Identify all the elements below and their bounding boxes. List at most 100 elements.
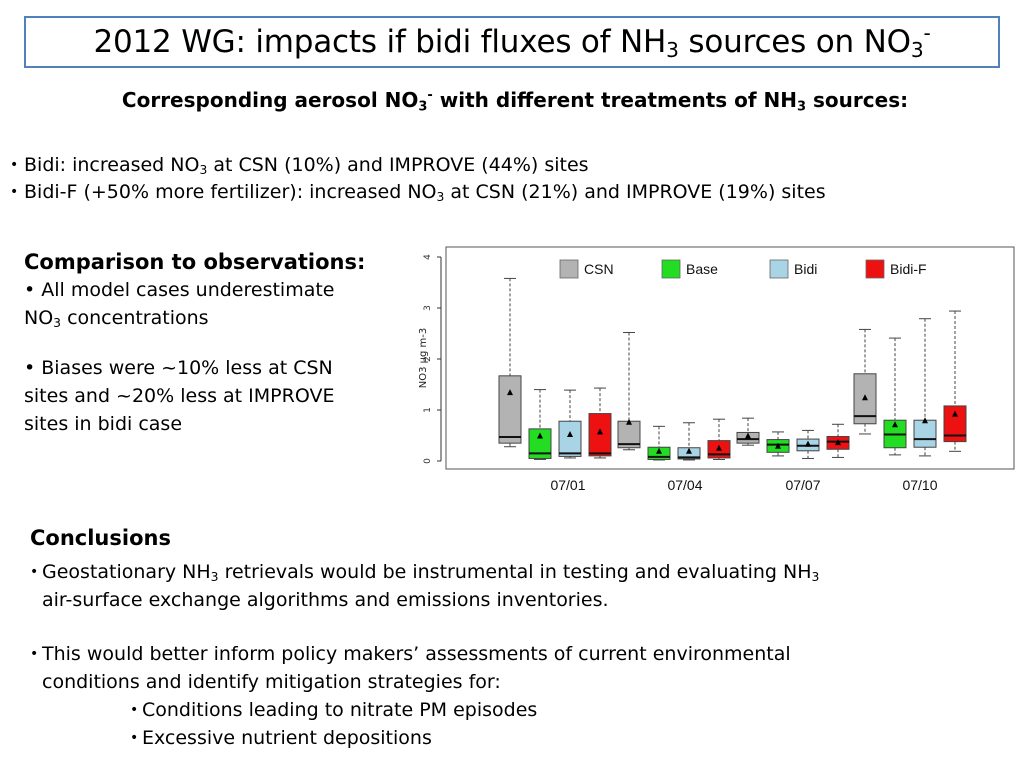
y-tick-label: 2 <box>423 356 433 362</box>
treatment-bullets: • Bidi: increased NO3 at CSN (10%) and IM… <box>10 152 1020 206</box>
legend-swatch <box>559 259 579 279</box>
conclusion-subitem-text: Conditions leading to nitrate PM episode… <box>142 699 538 721</box>
y-axis-label: NO3 µg m-3 <box>418 328 429 389</box>
bullet-text-post: at CSN (21%) and IMPROVE (19%) sites <box>444 181 826 203</box>
y-tick-label: 4 <box>423 254 433 260</box>
conclusion-text: This would better inform policy makers’ … <box>42 640 791 696</box>
box-bidi <box>558 420 582 457</box>
subtitle-subscript-2: 3 <box>797 99 807 115</box>
legend-swatch <box>769 259 789 279</box>
subtitle-superscript: - <box>427 88 433 104</box>
conclusion-subitem: • Conditions leading to nitrate PM episod… <box>30 696 1010 724</box>
title-subscript: 3 <box>666 38 679 63</box>
comparison-bullet-2-line2: sites and ~20% less at IMPROVE <box>24 385 335 407</box>
box-bidi-f <box>588 413 612 457</box>
bullet-text: Bidi: increased NO3 at CSN (10%) and IMP… <box>24 152 589 179</box>
box-bidi <box>913 419 937 448</box>
mean-marker <box>597 428 603 435</box>
slide-subtitle: Corresponding aerosol NO3- with differen… <box>10 88 1020 115</box>
comparison-heading: Comparison to observations: <box>24 250 366 274</box>
mean-marker <box>892 421 898 428</box>
chart-svg: 0 1 2 3 4 NO3 µg m-3 CSN Base Bidi Bidi-F 07/01 07/… <box>418 246 1015 493</box>
conclusions-section: Conclusions • Geostationary NH3 retrieval… <box>30 524 1010 752</box>
mean-marker <box>922 417 928 424</box>
mean-marker <box>626 418 632 425</box>
mean-marker <box>716 444 722 451</box>
box-base <box>528 428 552 459</box>
comparison-text-2: concentrations <box>61 307 209 329</box>
legend-label: Bidi-F <box>890 261 927 277</box>
y-tick-label: 1 <box>423 407 433 413</box>
title-superscript: - <box>923 20 931 45</box>
conclusion-2-line1: This would better inform policy makers’ … <box>42 643 791 665</box>
mean-marker <box>507 389 513 396</box>
bullet-dot: • <box>30 564 39 580</box>
y-tick-label: 3 <box>423 305 433 311</box>
comparison-bullet-2: • Biases were ~10% less at CSN sites and… <box>24 354 424 438</box>
mean-marker <box>537 432 543 439</box>
comparison-bullet-1-line2: NO3 concentrations <box>24 304 424 332</box>
mean-marker <box>862 394 868 401</box>
bullet-subscript: 3 <box>199 163 208 178</box>
comparison-section: Comparison to observations: • All model … <box>24 248 424 438</box>
mean-marker <box>567 430 573 437</box>
legend-label: Base <box>686 261 718 277</box>
legend-swatch <box>865 259 885 279</box>
bullet-dot: • <box>10 157 19 173</box>
comparison-subscript: 3 <box>53 316 62 331</box>
comparison-bullet-2-line1: • Biases were ~10% less at CSN <box>24 357 333 379</box>
mean-marker <box>835 439 841 446</box>
legend-label: CSN <box>584 261 614 277</box>
boxplot-chart: 0 1 2 3 4 NO3 µg m-3 CSN Base Bidi Bidi-F 07/01 07/… <box>412 244 1018 504</box>
mean-marker <box>656 447 662 454</box>
comparison-bullet-1-line1: • All model cases underestimate <box>24 279 335 301</box>
mean-marker <box>952 410 958 417</box>
bullet-text: Bidi-F (+50% more fertilizer): increased… <box>24 179 826 206</box>
conclusion-subitem-text: Excessive nutrient depositions <box>142 727 432 749</box>
bullet-text-pre: Bidi: increased NO <box>24 154 200 176</box>
bullet-dot: • <box>130 702 139 718</box>
plot-frame <box>445 246 1015 470</box>
mean-marker <box>686 447 692 454</box>
bullet-dot: • <box>130 730 139 746</box>
comparison-bullet-2-line3: sites in bidi case <box>24 413 183 435</box>
conclusion-text-1: Geostationary NH <box>42 561 211 583</box>
bullet-dot: • <box>10 184 19 200</box>
conclusions-heading: Conclusions <box>30 526 171 550</box>
x-tick-label: 07/01 <box>550 477 585 493</box>
bullet-text-pre: Bidi-F (+50% more fertilizer): increased… <box>24 181 437 203</box>
legend-label: Bidi <box>794 261 817 277</box>
bullet-dot: • <box>30 646 39 662</box>
subtitle-text-3: sources: <box>806 88 909 112</box>
conclusion-1-line2: air-surface exchange algorithms and emis… <box>42 589 609 611</box>
box-csn <box>498 375 522 444</box>
y-tick-label: 0 <box>423 458 433 464</box>
bullet-item: • Bidi-F (+50% more fertilizer): increase… <box>10 179 1020 206</box>
slide-title: 2012 WG: impacts if bidi fluxes of NH3 s… <box>93 20 931 63</box>
conclusion-2-line2: conditions and identify mitigation strat… <box>42 671 501 693</box>
x-tick-label: 07/04 <box>667 477 702 493</box>
box-bidi-f <box>943 405 967 443</box>
title-text-2: sources on NO <box>678 24 911 60</box>
x-tick-label: 07/10 <box>902 477 937 493</box>
conclusion-item: • This would better inform policy makers’… <box>30 640 1010 696</box>
x-tick-label: 07/07 <box>785 477 820 493</box>
conclusion-text: Geostationary NH3 retrievals would be in… <box>42 558 819 614</box>
conclusion-item: • Geostationary NH3 retrievals would be i… <box>30 558 1010 614</box>
subtitle-text-2: with different treatments of NH <box>432 88 798 112</box>
conclusion-subscript-2: 3 <box>811 570 820 585</box>
title-box: 2012 WG: impacts if bidi fluxes of NH3 s… <box>24 16 1000 68</box>
conclusion-subitem: • Excessive nutrient depositions <box>30 724 1010 752</box>
title-subscript-2: 3 <box>910 38 924 63</box>
subtitle-text: Corresponding aerosol NO <box>121 88 419 112</box>
conclusion-subscript: 3 <box>210 570 219 585</box>
mean-marker <box>805 440 811 447</box>
conclusion-1-line1: Geostationary NH3 retrievals would be in… <box>42 558 819 586</box>
subtitle-subscript: 3 <box>418 99 428 115</box>
legend-swatch <box>661 259 681 279</box>
mean-marker <box>745 432 751 439</box>
mean-marker <box>775 442 781 449</box>
bullet-subscript: 3 <box>436 190 445 205</box>
title-text: 2012 WG: impacts if bidi fluxes of NH <box>93 24 667 60</box>
comparison-bullet-1: • All model cases underestimate NO3 conc… <box>24 276 424 332</box>
